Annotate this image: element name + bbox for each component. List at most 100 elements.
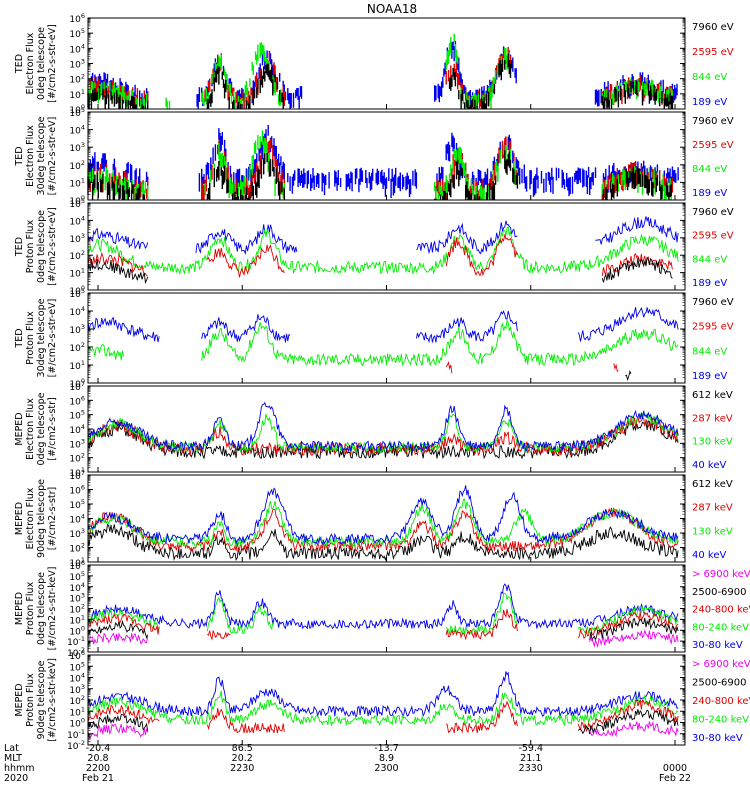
legend-entry: 844 eV [692, 254, 727, 265]
legend-entry: 612 keV [692, 390, 733, 401]
legend-entry: 844 eV [692, 164, 727, 175]
y-axis-label-line: 30deg telescope [36, 116, 47, 195]
series-green [87, 592, 679, 636]
y-axis-label-line: MEPED [14, 502, 25, 535]
x-tick-label-mlt: 21.1 [520, 753, 541, 764]
series-magenta [87, 720, 679, 740]
y-axis-label-line: TED [14, 146, 25, 166]
y-axis-label-line: Electron Flux [25, 32, 36, 94]
legend-entry: 612 keV [692, 479, 733, 490]
x-tick-label-lat: -20.4 [86, 743, 111, 754]
y-tick-label: 103 [69, 141, 85, 154]
legend-entry: 7960 eV [692, 116, 734, 127]
y-tick-label: 102 [69, 159, 85, 172]
y-tick-label: 104 [69, 513, 85, 526]
y-tick-label: 101 [69, 359, 85, 372]
legend-entry: 40 keV [692, 550, 726, 561]
y-axis-label-line: MEPED [14, 592, 25, 625]
series-black [87, 256, 673, 285]
y-axis-label-line: 30deg telescope [36, 298, 47, 377]
series-green [87, 690, 679, 727]
y-tick-label: 104 [69, 124, 85, 137]
y-tick-label: 104 [69, 214, 85, 227]
y-tick-label: 103 [69, 323, 85, 336]
legend-entry: 2500-6900 [692, 587, 747, 598]
y-axis-label: MEPED Electron Flux 0deg telescope [#/cm2-s… [14, 392, 58, 465]
y-tick-label: 102 [69, 452, 85, 465]
y-axis-label-line: [#/cm2-s-str-keV] [47, 658, 58, 742]
y-axis-label-line: MEPED [14, 412, 25, 445]
y-axis-label-line: 0deg telescope [36, 572, 47, 645]
x-row-label: MLT [4, 753, 22, 764]
y-tick-label: 101 [69, 88, 85, 101]
series-red [445, 360, 619, 374]
series-blue [87, 485, 679, 546]
series-blue [87, 401, 679, 453]
x-tick-label-hhmm: 2300 [374, 763, 398, 774]
y-axis-label-line: [#/cm2-s-str] [47, 487, 58, 550]
x-tick-label-mlt: 20.8 [87, 753, 108, 764]
y-tick-label: 101 [69, 267, 85, 280]
series-red [88, 136, 674, 200]
y-axis-label: MEPED Proton Flux 0deg telescope [#/cm2-s-s… [14, 567, 58, 651]
x-row-label: 2020 [4, 773, 28, 784]
y-tick-label: 103 [69, 437, 85, 450]
y-tick-label: 105 [69, 498, 85, 511]
y-axis-label-line: [#/cm2-s-str-eV] [47, 207, 58, 286]
series-blue [87, 216, 679, 256]
y-axis-label-line: Electron Flux [25, 125, 36, 187]
legend-entry: 844 eV [692, 72, 727, 83]
legend-entry: 240-800 keV [692, 605, 750, 616]
y-axis-label-line: 0deg telescope [36, 392, 47, 465]
series-black [87, 523, 679, 562]
figure-title: NOAA18 [367, 2, 417, 16]
legend-entry: 7960 eV [692, 22, 734, 33]
y-axis-label-line: TED [14, 328, 25, 348]
y-axis-label-line: TED [14, 54, 25, 74]
legend-entry: 40 keV [692, 460, 726, 471]
legend-entry: 130 keV [692, 437, 733, 448]
plot-frame [87, 385, 686, 473]
y-axis-label-line: 90deg telescope [36, 660, 47, 739]
x-row-label: hhmm [4, 763, 35, 774]
y-tick-label: 106 [69, 394, 85, 407]
y-axis-label: TED Proton Flux 0deg telescope [#/cm2-s-str… [14, 207, 58, 286]
series-red [87, 416, 679, 457]
series-blue [88, 124, 679, 198]
y-tick-label: 103 [69, 232, 85, 245]
y-axis-label: TED Electron Flux 0deg telescope [#/cm2-s-s… [14, 24, 58, 103]
y-axis-label-line: [#/cm2-s-str-eV] [47, 117, 58, 196]
y-tick-label: 105 [69, 409, 85, 422]
series-green [87, 318, 679, 367]
series-red [87, 609, 679, 641]
y-axis-label-line: 0deg telescope [36, 210, 47, 283]
legend-entry: 2595 eV [692, 231, 734, 242]
series-red [89, 46, 674, 109]
y-axis-label-line: [#/cm2-s-str-keV] [47, 567, 58, 651]
y-axis-label: MEPED Proton Flux 90deg telescope [#/cm2-s-… [14, 658, 58, 742]
series-green [87, 226, 679, 276]
series-black [625, 369, 632, 382]
y-axis-label-line: Proton Flux [25, 311, 36, 365]
y-axis-label-line: Electron Flux [25, 398, 36, 460]
y-tick-label: 105 [69, 27, 85, 40]
legend-entry: 189 eV [692, 278, 727, 289]
legend-entry: 240-800 keV [692, 696, 750, 707]
x-tick-label-hhmm: 2200 [86, 763, 110, 774]
y-tick-label: 103 [69, 58, 85, 71]
x-tick-label-hhmm: 2330 [519, 763, 543, 774]
legend-entry: 189 eV [692, 97, 727, 108]
plot-frame [87, 202, 686, 291]
series-green [87, 130, 672, 200]
y-tick-label: 101 [69, 176, 85, 189]
y-axis-label-line: Proton Flux [25, 219, 36, 273]
legend-entry: 844 eV [692, 346, 727, 357]
